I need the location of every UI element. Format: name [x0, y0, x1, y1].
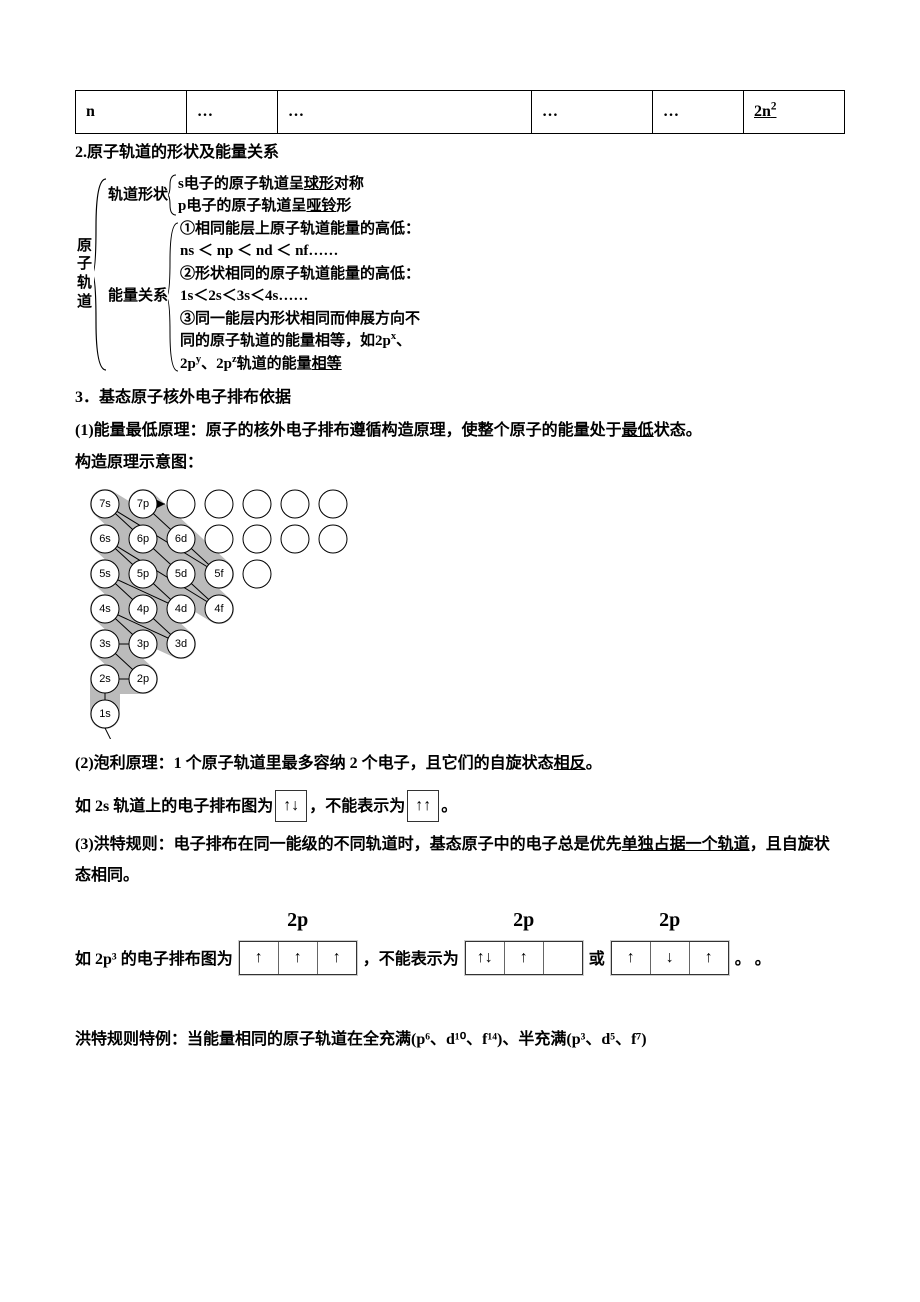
- svg-text:6s: 6s: [99, 533, 111, 545]
- svg-text:4p: 4p: [137, 603, 149, 615]
- svg-text:4s: 4s: [99, 603, 111, 615]
- svg-text:7p: 7p: [137, 498, 149, 510]
- cell-4: …: [653, 91, 744, 134]
- energy-label: 能量关系: [108, 285, 168, 308]
- rule-3-line: 如 2p³ 的电子排布图为 2p ↑ ↑ ↑ ，不能表示为 2p ↑↓ ↑ 或 …: [75, 901, 771, 975]
- shape-label: 轨道形状: [108, 184, 168, 207]
- svg-text:2s: 2s: [99, 673, 111, 685]
- hund-special: 洪特规则特例：当能量相同的原子轨道在全充满(p⁶、d¹⁰、f¹⁴)、半充满(p³…: [75, 1025, 845, 1055]
- orbital-box-2s-wrong: ↑↑: [407, 790, 439, 822]
- root-vertical-label: 原 子 轨 道: [75, 237, 94, 312]
- rule-3: (3)洪特规则：电子排布在同一能级的不同轨道时，基态原子中的电子总是优先单独占据…: [75, 830, 845, 891]
- cell-0: n: [76, 91, 187, 134]
- small-brace-icon: [168, 173, 178, 217]
- large-brace-icon: [94, 177, 108, 372]
- svg-text:1s: 1s: [99, 708, 111, 720]
- cell-2: …: [278, 91, 532, 134]
- energy-lines: ①相同能层上原子轨道能量的高低： ns ＜ np ＜ nd ＜ nf…… ②形状…: [180, 218, 420, 376]
- rule-2-line: 如 2s 轨道上的电子排布图为 ↑↓ ，不能表示为 ↑↑ 。: [75, 790, 457, 822]
- svg-text:5d: 5d: [175, 568, 187, 580]
- orbital-box-2p-wrong-1: 2p ↑↓ ↑: [465, 901, 583, 975]
- orbital-box-2p-correct: 2p ↑ ↑ ↑: [239, 901, 357, 975]
- svg-text:4f: 4f: [214, 603, 224, 615]
- shell-table: n … … … … 2n2: [75, 90, 845, 134]
- rule-1: (1)能量最低原理：原子的核外电子排布遵循构造原理，使整个原子的能量处于最低状态…: [75, 416, 845, 446]
- cell-5: 2n2: [744, 91, 845, 134]
- svg-text:5s: 5s: [99, 568, 111, 580]
- aufbau-diagram: 7s 7p 6s 6p 6d 5s 5p 5d 5f 4s 4p 4d 4f 3s 3p 3d 2s 2p 1s: [75, 484, 845, 739]
- rule-2: (2)泡利原理：1 个原子轨道里最多容纳 2 个电子，且它们的自旋状态相反。: [75, 749, 845, 779]
- svg-text:7s: 7s: [99, 498, 111, 510]
- svg-text:3d: 3d: [175, 638, 187, 650]
- rule-1b: 构造原理示意图：: [75, 448, 845, 478]
- svg-text:3p: 3p: [137, 638, 149, 650]
- svg-text:3s: 3s: [99, 638, 111, 650]
- orbital-brace-block: 原 子 轨 道 轨道形状 s电子的原子轨道呈球形对称 p电子的原子轨道呈哑铃形 …: [75, 173, 845, 376]
- orbital-box-2s-correct: ↑↓: [275, 790, 307, 822]
- orbital-box-2p-wrong-2: 2p ↑ ↓ ↑: [611, 901, 729, 975]
- svg-text:2p: 2p: [137, 673, 149, 685]
- section-3-title: 3．基态原子核外电子排布依据: [75, 383, 845, 413]
- shape-lines: s电子的原子轨道呈球形对称 p电子的原子轨道呈哑铃形: [178, 173, 364, 218]
- svg-text:6p: 6p: [137, 533, 149, 545]
- section-2-title: 2.原子轨道的形状及能量关系: [75, 138, 845, 168]
- small-brace-icon: [168, 221, 180, 373]
- cell-1: …: [187, 91, 278, 134]
- svg-text:5p: 5p: [137, 568, 149, 580]
- svg-text:6d: 6d: [175, 533, 187, 545]
- svg-text:4d: 4d: [175, 603, 187, 615]
- svg-text:5f: 5f: [214, 568, 224, 580]
- cell-3: …: [532, 91, 653, 134]
